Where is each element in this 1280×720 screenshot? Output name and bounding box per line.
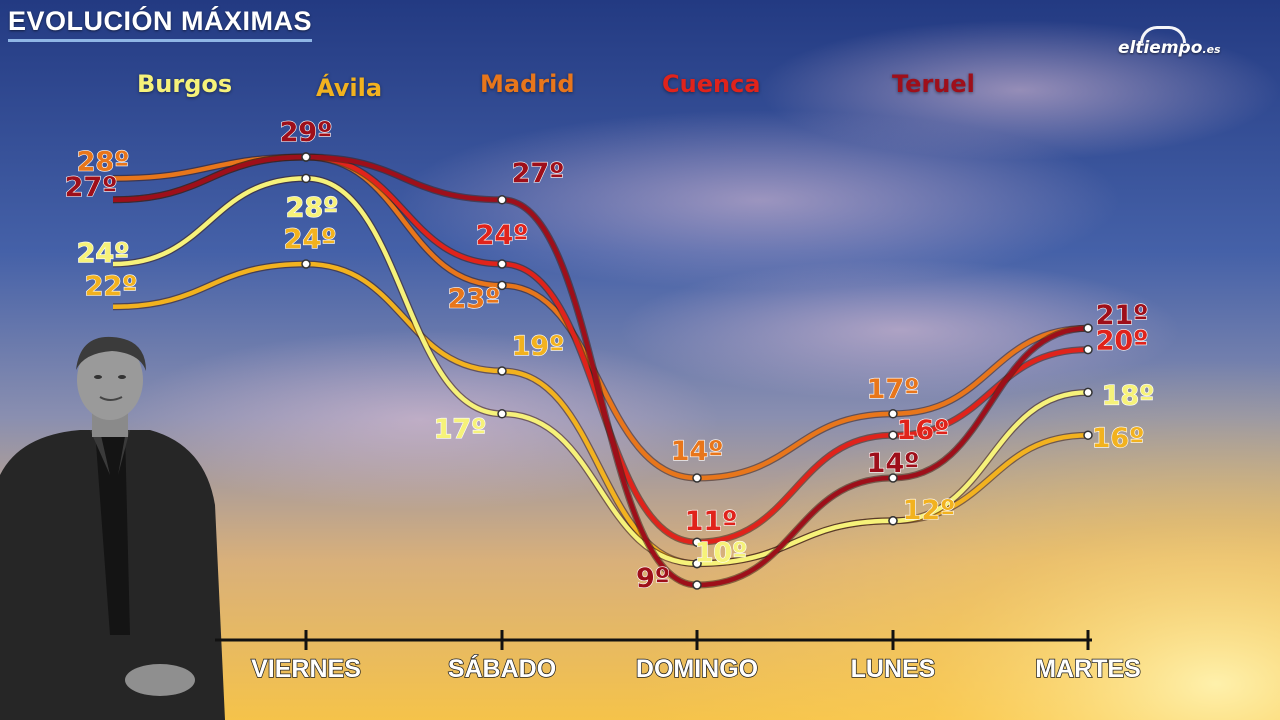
x-tick-label: LUNES: [851, 655, 936, 683]
legend-madrid: Madrid: [480, 70, 575, 98]
data-label: 14º: [867, 448, 920, 479]
data-point: [497, 366, 507, 376]
data-point: [692, 537, 702, 547]
presenter-image: [0, 336, 225, 720]
data-label: 9º: [636, 563, 670, 594]
data-label: 28º: [286, 192, 339, 223]
x-tick-label: DOMINGO: [636, 655, 758, 683]
data-point: [497, 280, 507, 291]
data-point: [301, 173, 311, 184]
data-point: [1083, 323, 1093, 333]
logo-suffix-text: .es: [1202, 43, 1221, 56]
legend-cuenca: Cuenca: [662, 70, 761, 98]
data-point: [301, 152, 311, 162]
x-tick-label: VIERNES: [251, 655, 361, 683]
data-point: [692, 558, 702, 569]
logo-main-text: eltiempo: [1118, 38, 1203, 58]
legend-burgos: Burgos: [137, 70, 233, 98]
data-point: [888, 516, 898, 526]
data-label: 27º: [512, 158, 565, 189]
data-point: [497, 259, 507, 269]
data-point: [692, 473, 702, 483]
data-label: 18º: [1102, 380, 1155, 411]
data-label: 19º: [512, 331, 565, 362]
page-title: EVOLUCIÓN MÁXIMAS: [8, 6, 313, 42]
x-axis: VIERNES SÁBADO DOMINGO LUNES MARTES: [215, 630, 1142, 684]
x-tick-label: MARTES: [1035, 655, 1141, 683]
brand-logo: eltiempo.es: [1118, 38, 1221, 58]
data-label: 28º: [77, 146, 130, 177]
data-label: 24º: [284, 224, 337, 255]
value-labels: 22º24º19º12º16º24º28º17º10º18º28º23º14º1…: [64, 116, 1155, 594]
data-label: 17º: [434, 414, 487, 445]
data-label: 27º: [65, 172, 118, 203]
data-label: 11º: [685, 506, 738, 537]
data-label: 21º: [1096, 300, 1149, 331]
data-point: [888, 430, 898, 440]
data-label: 24º: [476, 220, 529, 251]
data-label: 14º: [671, 436, 724, 467]
data-label: 22º: [85, 271, 138, 302]
data-point: [1083, 344, 1093, 355]
data-point: [1083, 387, 1093, 398]
data-label: 29º: [280, 117, 333, 148]
data-label: 17º: [867, 374, 920, 405]
data-point: [497, 409, 507, 419]
data-point: [301, 259, 311, 269]
series-points: [301, 152, 1093, 590]
data-point: [497, 195, 507, 205]
data-point: [692, 580, 702, 590]
data-label: 16º: [1092, 423, 1145, 454]
data-point: [888, 473, 898, 483]
data-point: [888, 409, 898, 419]
data-label: 12º: [903, 495, 956, 526]
data-label: 20º: [1096, 326, 1149, 357]
data-label: 10º: [695, 538, 748, 569]
x-tick-label: SÁBADO: [448, 654, 556, 683]
data-label: 16º: [897, 415, 950, 446]
data-point: [1083, 430, 1093, 440]
legend-avila: Ávila: [316, 74, 383, 102]
series-line-burgos: [112, 176, 1089, 566]
data-label: 24º: [77, 238, 130, 269]
data-label: 23º: [448, 283, 501, 314]
legend-teruel: Teruel: [892, 70, 975, 98]
